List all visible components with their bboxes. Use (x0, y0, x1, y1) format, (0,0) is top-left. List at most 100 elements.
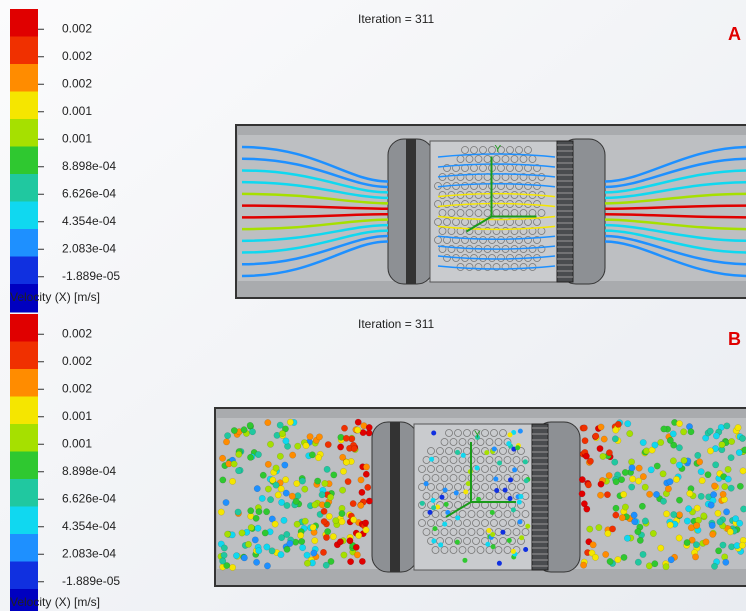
legend-label: 0.001 (62, 104, 92, 118)
particle (500, 530, 505, 535)
particle (580, 562, 586, 568)
particle (613, 512, 619, 518)
particle (253, 559, 259, 565)
particle (728, 438, 734, 444)
particle (444, 502, 449, 507)
seal (390, 422, 400, 572)
particle (579, 476, 585, 482)
particle (710, 531, 716, 537)
legend-title: Velocity (X) [m/s] (10, 595, 100, 609)
page: 0.0020.0020.0020.0010.0018.898e-046.626e… (0, 0, 746, 611)
particle (282, 462, 288, 468)
particle (314, 478, 320, 484)
particle (724, 423, 730, 429)
particle (262, 530, 268, 536)
particle (609, 526, 615, 532)
particle (351, 445, 357, 451)
particle (581, 425, 587, 431)
particle (302, 518, 308, 524)
particle (431, 498, 436, 503)
particle (673, 476, 679, 482)
particle (637, 537, 643, 543)
particle (486, 528, 491, 533)
legend-swatch (10, 174, 38, 203)
particle (643, 448, 649, 454)
particle (454, 490, 459, 495)
legend-swatch (10, 64, 38, 93)
particle (497, 561, 502, 566)
particle (600, 453, 606, 459)
particle (284, 531, 290, 537)
particle (663, 564, 669, 570)
particle (615, 556, 621, 562)
particle (708, 502, 714, 508)
particle (241, 555, 247, 561)
particle (735, 424, 741, 430)
iteration-label: Iteration = 311 (358, 317, 434, 331)
particle (676, 420, 682, 426)
legend-label: 6.626e-04 (62, 186, 116, 200)
legend-swatch (10, 452, 38, 481)
particle (455, 450, 460, 455)
particle (598, 481, 604, 487)
particle (587, 526, 593, 532)
particle (302, 486, 308, 492)
particle (636, 465, 642, 471)
particle (256, 508, 262, 514)
particle (247, 422, 253, 428)
particle (715, 510, 721, 516)
particle (518, 429, 523, 434)
particle (233, 552, 239, 558)
particle (652, 561, 658, 567)
particle (283, 438, 289, 444)
particle (684, 518, 690, 524)
particle (707, 428, 713, 434)
particle (330, 533, 336, 539)
particle (596, 524, 602, 530)
particle (327, 494, 333, 500)
particle (742, 447, 746, 453)
particle (511, 507, 516, 512)
particle (359, 558, 365, 564)
particle (272, 521, 278, 527)
particle (720, 542, 726, 548)
particle (631, 512, 637, 518)
particle (264, 544, 270, 550)
particle (740, 468, 746, 474)
particle (289, 493, 295, 499)
particle (597, 492, 603, 498)
particle (665, 486, 671, 492)
particle (667, 478, 673, 484)
legend-label: 8.898e-04 (62, 159, 116, 173)
particle (658, 439, 664, 445)
particle (325, 441, 331, 447)
particle (323, 562, 329, 568)
particle (245, 541, 251, 547)
particle (713, 433, 719, 439)
legend-swatch (10, 202, 38, 231)
particle (347, 538, 353, 544)
particle (719, 441, 725, 447)
particle (321, 508, 327, 514)
particle (707, 448, 713, 454)
particle (358, 477, 364, 483)
panel-letter: B (728, 329, 741, 349)
particle (442, 522, 447, 527)
particle (265, 419, 271, 425)
particle (341, 552, 347, 558)
particle (431, 431, 436, 436)
particle (363, 464, 369, 470)
legend-label: -1.889e-05 (62, 574, 120, 588)
particle (439, 495, 444, 500)
legend-label: 0.002 (62, 381, 92, 395)
particle (519, 535, 524, 540)
particle (277, 453, 283, 459)
particle (607, 558, 613, 564)
particle (628, 484, 634, 490)
particle (312, 502, 318, 508)
particle (475, 465, 480, 470)
particle (635, 528, 641, 534)
particle (355, 419, 361, 425)
particle (635, 559, 641, 565)
particle (661, 426, 667, 432)
